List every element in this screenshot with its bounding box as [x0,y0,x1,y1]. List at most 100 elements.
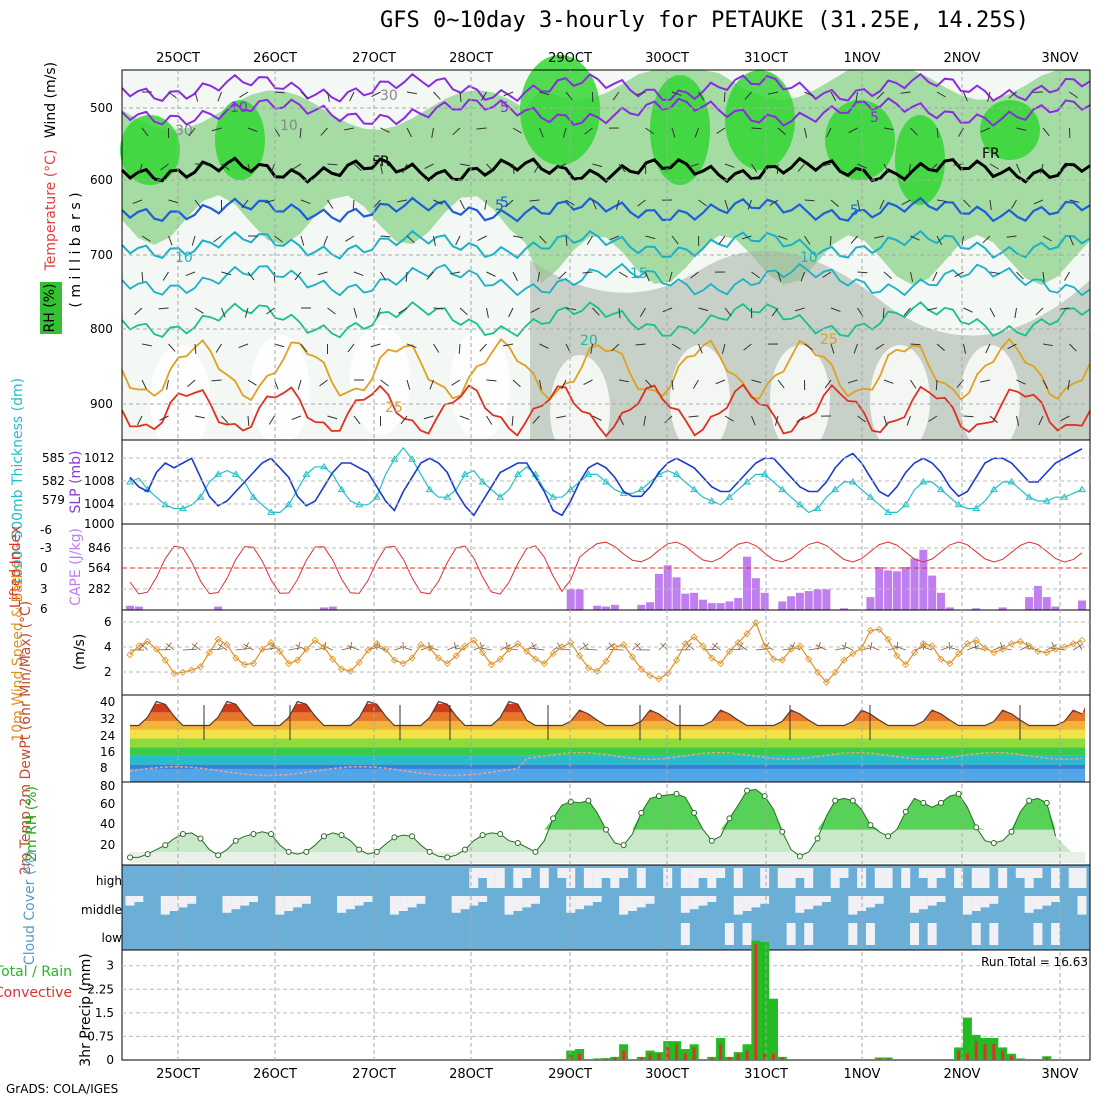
wind-barb [431,127,434,138]
wind-barb [160,163,169,171]
wind-barb [974,641,977,651]
wind-barb [221,271,232,276]
cloud-mid-clear [760,896,770,904]
wind-barb [815,644,827,651]
upper-ylabel-wind: Wind (m/s) [43,62,59,138]
cloud-mid-clear [240,896,250,906]
wind-barb [138,163,143,174]
rh-point [497,831,504,838]
wind-barb [1067,379,1070,390]
wind-barb [344,127,355,131]
wind-barb [565,199,575,206]
wind-barb [883,379,894,384]
cloud-low-clear [927,923,937,945]
wind-barb [397,199,408,203]
wind-speed-point [276,647,284,655]
wind-barb [459,163,470,167]
wind-barb [561,379,567,390]
rh-point [250,831,257,838]
wind-barb [901,199,911,206]
temp-ylabel: 2m Temp 2m DewPt (6hr Min/Max) (°C) [18,601,34,876]
thickness-point [1025,493,1033,500]
wind-barb [989,415,998,423]
cloud-high-clear [936,868,946,878]
wind-barb [1042,271,1045,282]
wind-barb [433,91,441,100]
wind-barb [512,235,523,239]
wind-barb [698,343,703,354]
wind-barb [477,235,487,241]
wind-speed-point [999,645,1007,653]
cape-bar [936,592,945,610]
wind-barb [556,163,567,169]
cloud-high-clear [874,868,884,888]
cloud-high-clear [839,868,849,878]
wind-speed-point [355,658,363,666]
wind-speed-point [302,645,310,653]
wind-barb [910,379,917,389]
cloud-mid-clear [478,896,488,902]
wind-barb [751,415,756,426]
wind-barb [615,199,620,210]
rh-patch [650,75,710,185]
wind-barb [402,163,408,174]
date-label-bottom: 25OCT [156,1067,200,1082]
cloud-mid-clear [874,896,884,904]
wind-speed-point [805,655,813,663]
wind-barb [400,415,408,425]
rh-point [461,846,468,853]
contour-label: 10 [800,250,818,266]
wind-barb [323,641,327,651]
wind-speed-point [549,650,557,658]
cloud-high-clear [1033,868,1043,878]
wind-barb [876,91,885,100]
wind-barb [239,91,249,98]
wind-barb [423,415,434,420]
wind-barb [582,642,589,651]
wind-barb [264,199,275,204]
cloud-high-clear [716,868,726,878]
wind-barb [592,199,597,210]
surface-heating-cell [770,345,830,455]
wind-barb [797,163,805,172]
cape-ylabel-cape: CAPE (J/kg) [68,528,84,606]
rh-patch [725,70,795,170]
thickness-point [866,493,875,500]
cloud-mid-clear [821,896,831,902]
wind-speed-point [346,667,354,675]
thickness-line [129,446,1083,514]
wind-speed-point [1016,637,1024,646]
wind-speed-point [249,659,257,668]
thickness-tick: 582 [42,474,65,488]
wind-barb [645,271,650,282]
wind-barb [611,343,620,352]
precip-conv-bar [604,1058,608,1060]
wind-barb [505,199,514,208]
date-gridlines [177,70,1061,1060]
thickness-point [249,493,258,500]
cape-bar [716,603,725,610]
wind-barb [635,91,646,96]
wind-barb [875,343,885,350]
cape-bar [1033,585,1042,610]
wind-speed-line [129,621,1083,684]
rh-point [585,797,592,804]
wind-barb [822,271,832,278]
wind-barb [1016,163,1021,174]
wind-barb [870,641,873,651]
wind-barb [500,644,511,651]
wind-barb [874,235,885,239]
cape-bar [884,570,893,610]
thickness-point [267,508,275,515]
wind-barb [609,649,624,651]
wind-barb [191,643,201,651]
wind-barb [194,199,202,209]
wind-barb [1006,235,1017,238]
wind-speed-point [364,646,372,654]
cape-bar [575,589,584,610]
wind-barb [479,642,483,651]
wind-barb [821,163,832,167]
cloud-mid-clear [275,896,285,915]
wind-barb [883,127,894,131]
cloud-mid-clear [583,896,593,906]
